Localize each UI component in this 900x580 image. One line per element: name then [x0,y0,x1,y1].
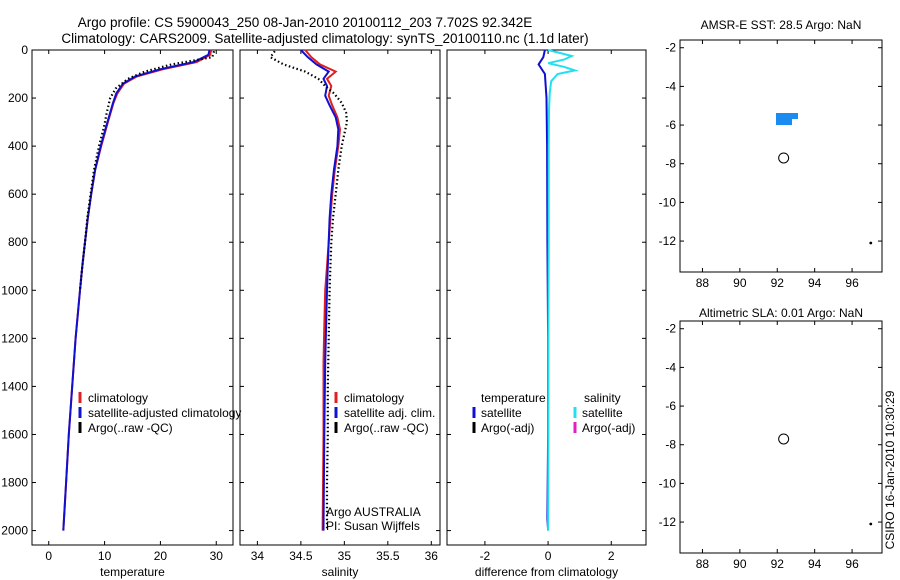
y-tick-label: -2 [665,322,676,336]
legend-label: climatology [88,391,148,405]
x-axis-label: difference from climatology [475,565,618,579]
legend-label: satellite [582,406,623,420]
missing-data-patch [747,84,754,94]
map-dot [869,522,873,526]
map-frame [679,39,883,273]
map-title: Altimetric SLA: 0.01 Argo: NaN [699,306,863,320]
figure-title-line-1: Argo profile: CS 5900043_250 08-Jan-2010… [78,15,533,30]
x-tick-label: 92 [771,276,785,290]
series-line-temperature-satellite [537,49,550,531]
y-tick-label: 400 [8,139,28,153]
x-tick-label: 94 [808,276,822,290]
legend-label: satellite [481,406,522,420]
legend-label: Argo(..raw -QC) [88,421,173,435]
figure-title-line-2: Climatology: CARS2009. Satellite-adjuste… [61,31,588,46]
x-tick-label: 90 [733,557,747,571]
x-tick-label: 96 [845,557,859,571]
y-tick-label: -12 [659,515,677,529]
x-tick-label: 0 [545,549,552,563]
series-line-argo-raw-qc- [268,50,349,531]
missing-data-patch [737,78,752,84]
y-tick-label: 1600 [1,427,28,441]
series-line-climatology [304,49,342,531]
plot-frame [239,49,441,546]
x-tick-label: 36 [425,549,439,563]
argo-position-marker [778,152,790,164]
legend-label: satellite adj. clim. [344,406,435,420]
y-tick-label: 1800 [1,476,28,490]
x-tick-label: 90 [733,276,747,290]
y-tick-label: 1200 [1,331,28,345]
map-frame [679,320,883,554]
x-tick-label: 2 [608,549,615,563]
x-tick-label: 20 [154,549,168,563]
legend-title: salinity [584,391,621,405]
y-tick-label: 0 [21,43,28,57]
x-axis-label: temperature [100,565,165,579]
y-tick-label: -2 [665,41,676,55]
x-tick-label: 0 [45,549,52,563]
x-tick-label: 96 [845,276,859,290]
missing-data-patch [792,119,800,128]
map-dot [869,241,873,245]
y-tick-label: 800 [8,235,28,249]
y-tick-label: -8 [665,438,676,452]
y-tick-label: -6 [665,399,676,413]
y-tick-label: -4 [665,79,676,93]
argo-annotation: PI: Susan Wijffels [326,519,420,533]
y-tick-label: 600 [8,187,28,201]
x-tick-label: 34 [251,549,265,563]
y-tick-label: 2000 [1,524,28,538]
x-tick-label: 30 [210,549,224,563]
x-axis-label: salinity [322,565,359,579]
legend-label: satellite-adjusted climatology [88,406,241,420]
salinity-panel: 34 34.5 35 35.5 36 salinity climatologysatelli… [239,49,441,579]
series-line-salinity-satellite [547,49,579,531]
y-tick-label: -10 [659,195,677,209]
sla-map-panel: Altimetric SLA: 0.01 Argo: NaN 88 90 92 94 96… [659,306,883,571]
map-title: AMSR-E SST: 28.5 Argo: NaN [701,18,862,32]
legend-title: temperature [481,391,546,405]
x-tick-label: 34.5 [289,549,313,563]
x-tick-label: 88 [696,276,710,290]
y-tick-label: -8 [665,157,676,171]
series-line-climatology [62,49,213,531]
x-tick-label: 88 [696,557,710,571]
y-tick-label: 1000 [1,283,28,297]
x-tick-label: 10 [98,549,112,563]
x-tick-label: -2 [480,549,491,563]
argo-position-marker [778,433,790,445]
x-tick-label: 94 [808,557,822,571]
plot-frame [446,49,647,546]
sst-map-panel: AMSR-E SST: 28.5 Argo: NaN 88 90 92 94 96 -2 -4… [659,18,883,290]
series-line-satellite-adj-clim- [300,49,340,531]
series-line-argo-raw-qc- [78,50,216,291]
y-tick-label: -12 [659,234,677,248]
plot-frame [31,49,234,546]
argo-annotation: Argo AUSTRALIA [326,505,421,519]
credit-text: CSIRO 16-Jan-2010 10:30:29 [883,390,897,549]
x-tick-label: 92 [771,557,785,571]
y-tick-label: -6 [665,118,676,132]
y-tick-label: 1400 [1,379,28,393]
legend-label: Argo(-adj) [582,421,635,435]
y-tick-label: -4 [665,360,676,374]
x-tick-label: 35.5 [376,549,400,563]
series-line-satellite-adjusted-climatology [62,49,211,531]
temperature-panel: 0 10 20 30 0 200 400 600 800 1000 1200 1400 1600 1800… [1,43,241,579]
legend-label: climatology [344,391,404,405]
legend-label: Argo(..raw -QC) [344,421,429,435]
difference-panel: -2 0 2 difference from climatology temperatu… [446,49,647,579]
legend-label: Argo(-adj) [481,421,534,435]
y-tick-label: 200 [8,91,28,105]
x-tick-label: 35 [338,549,352,563]
y-tick-label: -10 [659,476,677,490]
